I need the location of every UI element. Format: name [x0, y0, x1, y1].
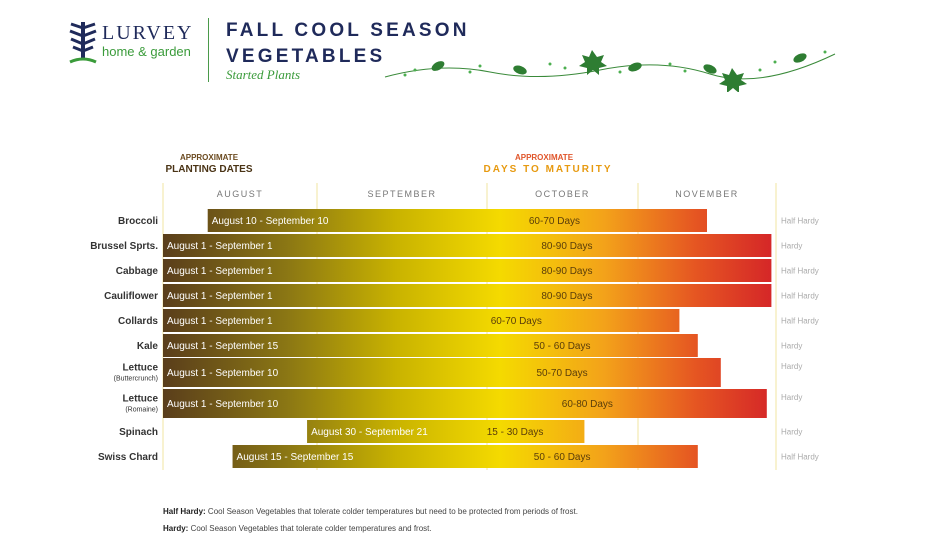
- hardiness-label: Hardy: [781, 342, 802, 351]
- maturity-bar: [163, 284, 772, 307]
- brand-logo: LURVEY home & garden: [68, 20, 208, 80]
- header-divider: [208, 18, 209, 82]
- planting-dates-label: August 1 - September 10: [167, 368, 279, 379]
- page-title: FALL COOL SEASON VEGETABLES: [226, 18, 470, 70]
- hardiness-label: Half Hardy: [781, 292, 819, 301]
- planting-dates-label: August 1 - September 1: [167, 266, 273, 277]
- crop-label: Cauliflower: [104, 291, 158, 302]
- crop-label: Spinach: [119, 427, 158, 438]
- vine-decoration: [384, 50, 836, 92]
- maturity-legend-big: DAYS TO MATURITY: [483, 164, 612, 175]
- hardiness-label: Half Hardy: [781, 217, 819, 226]
- planting-dates-label: August 15 - September 15: [237, 452, 354, 463]
- title-line-2: VEGETABLES: [226, 46, 386, 67]
- brand-subtitle: home & garden: [102, 44, 191, 59]
- crop-sublabel: (Romaine): [125, 407, 158, 414]
- page-subtitle: Started Plants: [226, 67, 301, 82]
- month-label: SEPTEMBER: [367, 189, 436, 199]
- maturity-label: 80-90 Days: [541, 241, 592, 252]
- planting-legend-small: APPROXIMATE: [180, 153, 239, 162]
- month-label: OCTOBER: [535, 189, 590, 199]
- maturity-bar: [307, 420, 585, 443]
- planting-dates-label: August 1 - September 1: [167, 241, 273, 252]
- maturity-legend-small: APPROXIMATE: [515, 153, 574, 162]
- maturity-label: 80-90 Days: [541, 266, 592, 277]
- half-hardy-text: Cool Season Vegetables that tolerate col…: [207, 507, 578, 516]
- hardiness-label: Hardy: [781, 362, 802, 371]
- crop-label: Lettuce: [122, 363, 158, 374]
- crop-label: Cabbage: [116, 266, 159, 277]
- maturity-label: 50-70 Days: [536, 368, 587, 379]
- half-hardy-term: Half Hardy:: [163, 507, 206, 516]
- crop-label: Collards: [118, 316, 158, 327]
- planting-legend-big: PLANTING DATES: [165, 164, 252, 175]
- footnote-half-hardy: Half Hardy: Cool Season Vegetables that …: [163, 507, 578, 516]
- planting-dates-label: August 30 - September 21: [311, 427, 428, 438]
- maturity-bar: [207, 209, 708, 232]
- maturity-bar: [232, 445, 698, 468]
- maturity-label: 60-80 Days: [562, 399, 613, 410]
- title-line-1: FALL COOL SEASON: [226, 20, 470, 41]
- month-label: AUGUST: [217, 189, 264, 199]
- hardiness-label: Half Hardy: [781, 267, 819, 276]
- planting-dates-label: August 1 - September 10: [167, 399, 279, 410]
- maturity-bar: [163, 334, 698, 357]
- brand-name: LURVEY: [102, 22, 194, 44]
- maturity-label: 50 - 60 Days: [534, 452, 591, 463]
- crop-label: Broccoli: [118, 216, 158, 227]
- crop-sublabel: (Buttercrunch): [114, 376, 158, 383]
- maturity-label: 80-90 Days: [541, 291, 592, 302]
- planting-dates-label: August 10 - September 10: [212, 216, 329, 227]
- hardy-term: Hardy:: [163, 524, 189, 533]
- planting-dates-label: August 1 - September 1: [167, 291, 273, 302]
- hardiness-label: Hardy: [781, 242, 802, 251]
- crop-label: Brussel Sprts.: [90, 241, 158, 252]
- crop-label: Lettuce: [122, 394, 158, 405]
- maturity-bar: [163, 234, 772, 257]
- hardiness-label: Hardy: [781, 428, 802, 437]
- maturity-bar: [163, 389, 767, 418]
- hardy-text: Cool Season Vegetables that tolerate col…: [190, 524, 432, 533]
- tree-icon: [69, 22, 97, 64]
- maturity-bar: [163, 358, 721, 387]
- maturity-bar: [163, 309, 680, 332]
- maturity-label: 15 - 30 Days: [487, 427, 544, 438]
- planting-dates-label: August 1 - September 1: [167, 316, 273, 327]
- hardiness-label: Half Hardy: [781, 453, 819, 462]
- crop-label: Kale: [137, 341, 159, 352]
- footnote-hardy: Hardy: Cool Season Vegetables that toler…: [163, 524, 432, 533]
- hardiness-label: Hardy: [781, 393, 802, 402]
- crop-label: Swiss Chard: [98, 452, 158, 463]
- maturity-label: 50 - 60 Days: [534, 341, 591, 352]
- maturity-bar: [163, 259, 772, 282]
- month-label: NOVEMBER: [675, 189, 739, 199]
- maturity-label: 60-70 Days: [529, 216, 580, 227]
- planting-dates-label: August 1 - September 15: [167, 341, 279, 352]
- maturity-label: 60-70 Days: [491, 316, 542, 327]
- hardiness-label: Half Hardy: [781, 317, 819, 326]
